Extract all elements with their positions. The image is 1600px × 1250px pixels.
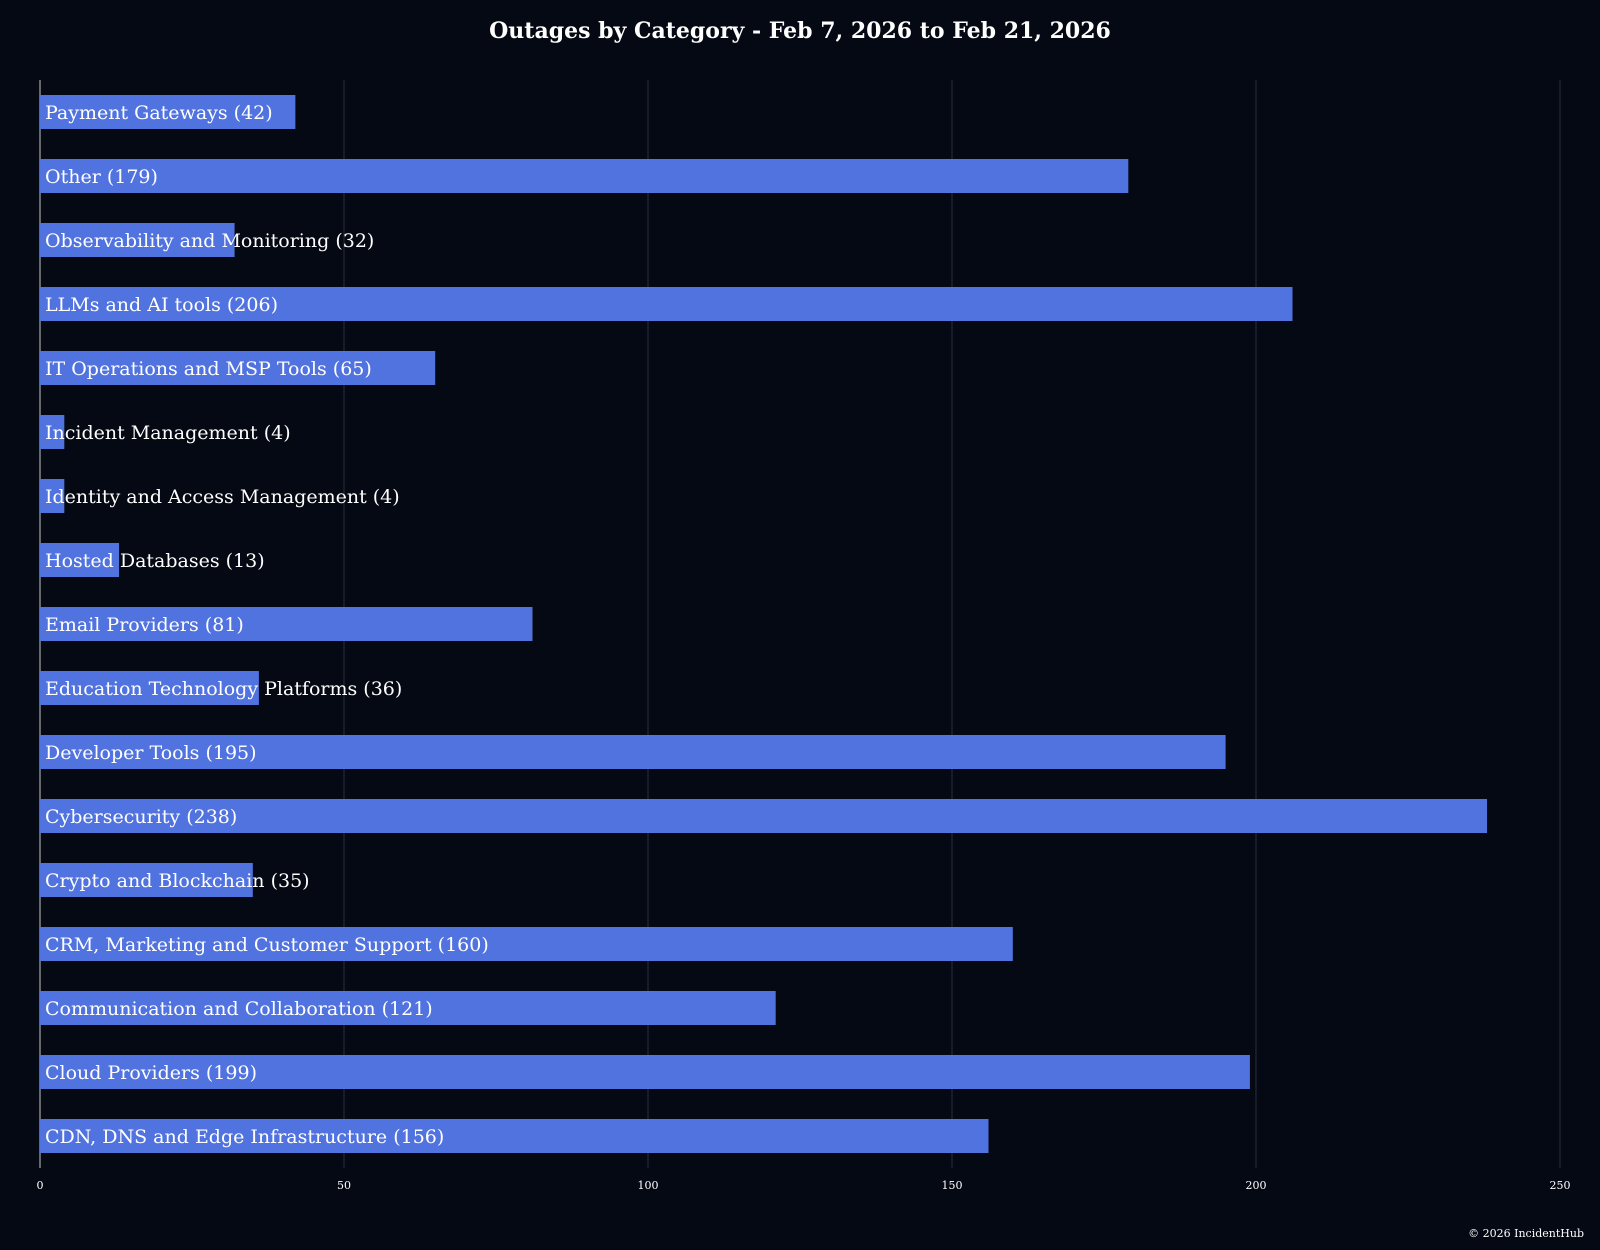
bar-label: Education Technology Platforms (36): [45, 678, 402, 700]
bar[interactable]: [40, 479, 65, 513]
bar-label: IT Operations and MSP Tools (65): [45, 358, 372, 380]
bar-label: Payment Gateways (42): [45, 102, 273, 124]
bar[interactable]: [40, 159, 1129, 193]
bar-layer: [40, 95, 1488, 1153]
bar-label: CDN, DNS and Edge Infrastructure (156): [45, 1126, 444, 1148]
bar[interactable]: [40, 1055, 1250, 1089]
bar-label-layer: Payment Gateways (42) Other (179) Observab…: [45, 102, 489, 1148]
bar-label: Developer Tools (195): [45, 742, 257, 764]
bar-label: Crypto and Blockchain (35): [45, 870, 310, 892]
x-tick-label: 50: [337, 1179, 351, 1192]
bar-label: CRM, Marketing and Customer Support (160…: [45, 934, 489, 956]
bar[interactable]: [40, 415, 65, 449]
bar-label: Identity and Access Management (4): [45, 486, 400, 508]
bar[interactable]: [40, 223, 235, 257]
copyright-footer: © 2026 IncidentHub: [1468, 1227, 1584, 1240]
bar[interactable]: [40, 927, 1013, 961]
bar[interactable]: [40, 799, 1488, 833]
chart-title: Outages by Category - Feb 7, 2026 to Feb…: [489, 18, 1111, 44]
bar[interactable]: [40, 287, 1293, 321]
bar[interactable]: [40, 863, 253, 897]
bar-label: Cloud Providers (199): [45, 1062, 257, 1084]
bar-label: LLMs and AI tools (206): [45, 294, 278, 316]
bar[interactable]: [40, 671, 259, 705]
x-axis-ticks: 0 50 100 150 200 250: [37, 1179, 1571, 1192]
bar[interactable]: [40, 991, 776, 1025]
bar-label: Hosted Databases (13): [45, 550, 265, 572]
x-tick-label: 150: [942, 1179, 963, 1192]
bar-label: Email Providers (81): [45, 614, 244, 636]
bar-label: Communication and Collaboration (121): [45, 998, 433, 1020]
x-tick-label: 100: [638, 1179, 659, 1192]
bar[interactable]: [40, 543, 120, 577]
x-tick-label: 0: [37, 1179, 44, 1192]
x-tick-label: 200: [1246, 1179, 1267, 1192]
bar-label: Observability and Monitoring (32): [45, 230, 374, 252]
bar[interactable]: [40, 607, 533, 641]
bar[interactable]: [40, 1119, 989, 1153]
bar-label: Other (179): [45, 166, 158, 188]
bar[interactable]: [40, 351, 436, 385]
bar-label: Cybersecurity (238): [45, 806, 237, 828]
bar[interactable]: [40, 95, 296, 129]
x-tick-label: 250: [1550, 1179, 1571, 1192]
bar[interactable]: [40, 735, 1226, 769]
bar-label: Incident Management (4): [45, 422, 291, 444]
